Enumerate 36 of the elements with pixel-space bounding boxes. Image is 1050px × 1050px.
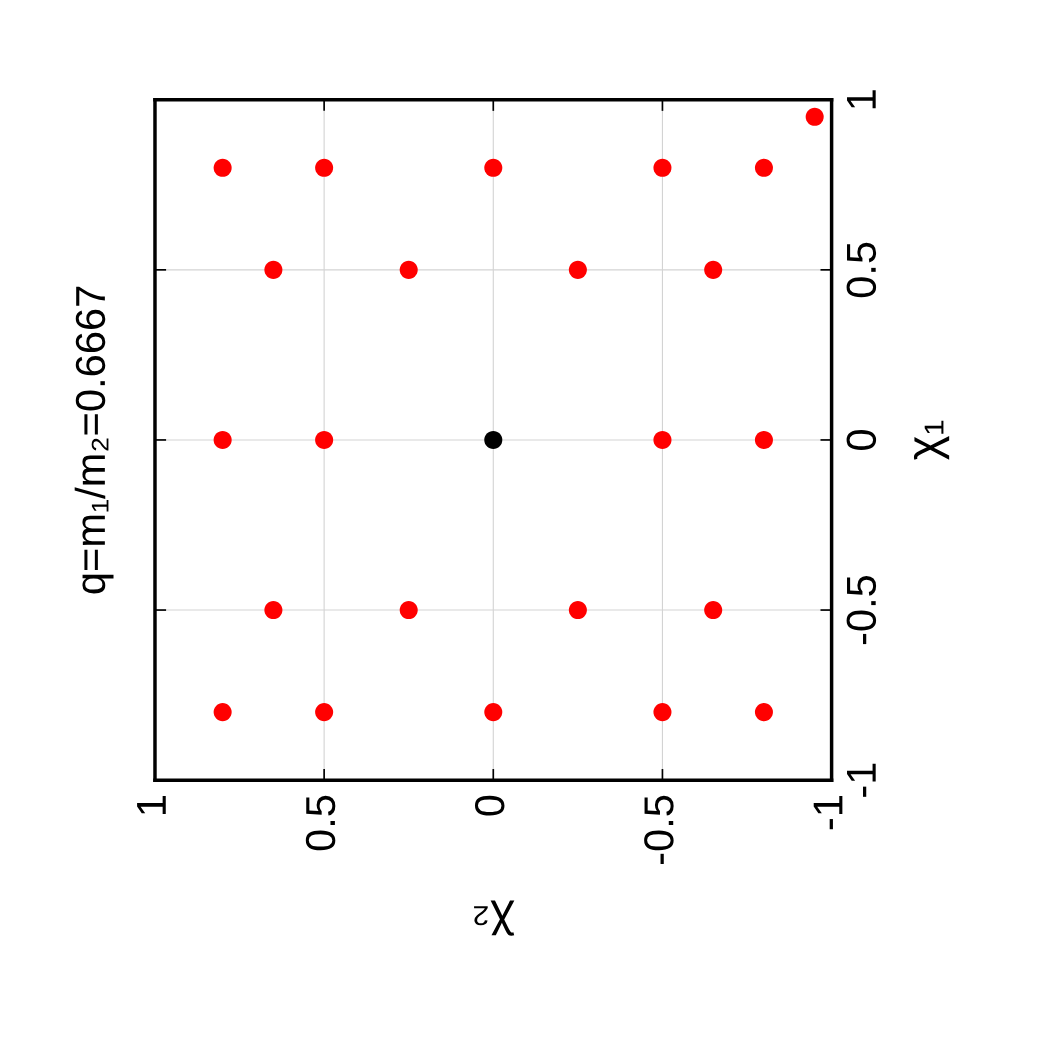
point	[568, 601, 587, 620]
point	[484, 430, 503, 449]
y-tick-label: -0.5	[846, 575, 877, 645]
point	[754, 158, 773, 177]
point	[754, 703, 773, 722]
point	[315, 430, 334, 449]
point	[213, 158, 232, 177]
x-tick-label: 0.5	[305, 795, 336, 851]
point	[704, 260, 723, 279]
text: q=m₁/m₂=0.6667	[74, 286, 114, 594]
point	[484, 158, 503, 177]
point	[213, 430, 232, 449]
point	[568, 260, 587, 279]
y-tick-label: 0.5	[846, 242, 877, 298]
point	[704, 601, 723, 620]
x-tick-label: 0	[474, 795, 505, 816]
point	[754, 430, 773, 449]
point	[653, 158, 672, 177]
point	[399, 601, 418, 620]
point	[653, 703, 672, 722]
point	[315, 703, 334, 722]
x-tick-label: 1	[137, 796, 166, 815]
point	[399, 260, 418, 279]
point	[213, 703, 232, 722]
x-axis-title: χ₂	[474, 900, 515, 936]
y-tick-label: 0	[846, 429, 877, 450]
point	[805, 107, 824, 126]
y-tick-label: 1	[847, 90, 876, 109]
point	[264, 260, 283, 279]
point	[653, 430, 672, 449]
x-tick-label: -1	[813, 796, 843, 830]
point	[315, 158, 334, 177]
y-axis-title: χ₁	[913, 420, 950, 460]
point	[264, 601, 283, 620]
point	[484, 703, 503, 722]
x-tick-label: -0.5	[644, 795, 674, 864]
